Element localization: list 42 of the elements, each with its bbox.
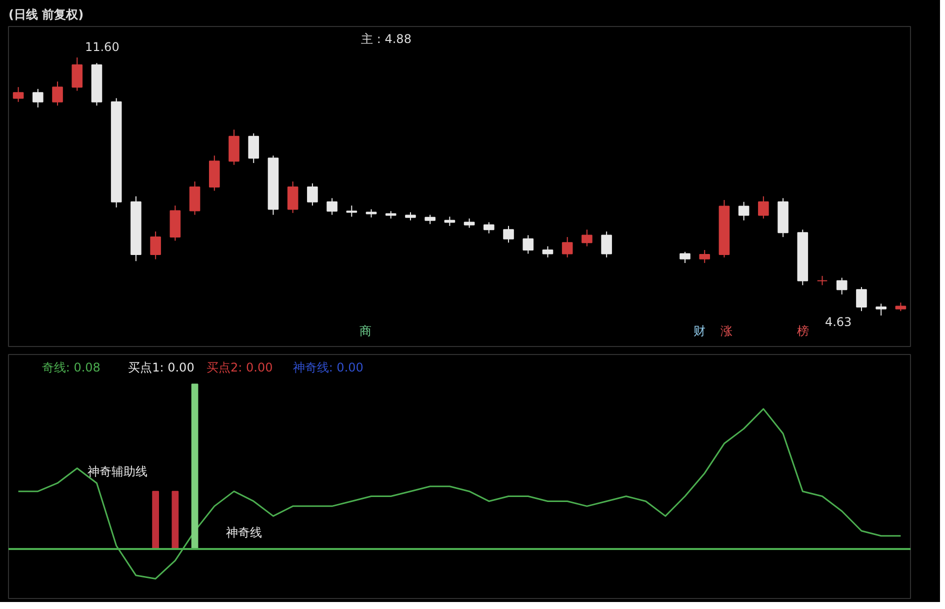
candlestick [522, 234, 534, 254]
chart-title: (日线 前复权) [8, 8, 84, 22]
annotation: 神奇辅助线 [88, 464, 148, 479]
candlestick [738, 201, 750, 221]
text: 主 : 4.88 [361, 32, 412, 46]
text: 买点2: 0.00 [206, 360, 273, 375]
text: 神奇线: 0.00 [292, 360, 364, 375]
candlestick [680, 251, 690, 264]
annotation: 神奇线 [226, 526, 262, 540]
candlestick [856, 286, 867, 312]
candlestick [189, 181, 200, 216]
candlestick [326, 198, 338, 216]
candlestick [503, 225, 514, 244]
candlestick [601, 230, 612, 258]
candlestick [464, 218, 475, 228]
candlestick [876, 303, 886, 316]
candlestick [150, 230, 161, 260]
text: 财 [693, 324, 706, 338]
text: 11.60 [84, 40, 120, 54]
candlestick [72, 56, 83, 92]
candlestick [32, 88, 44, 108]
candlestick [816, 275, 828, 286]
candlestick [699, 250, 710, 264]
candlestick [484, 222, 494, 234]
candlestick [287, 181, 298, 214]
candlestick [542, 246, 554, 258]
candlestick [562, 236, 573, 258]
candlestick [424, 214, 436, 225]
text: 奇线: 0.08 [42, 360, 100, 375]
text: 榜 [797, 324, 810, 338]
candlestick [346, 205, 358, 218]
candlestick [12, 86, 24, 102]
candlestick [836, 277, 848, 295]
annotation: 4.63 [824, 315, 852, 330]
text: 涨 [720, 324, 732, 338]
candlestick [52, 81, 63, 106]
candlestick [248, 132, 260, 164]
candlestick [307, 182, 318, 206]
text: 买点1: 0.00 [128, 360, 194, 375]
candlestick [758, 196, 769, 220]
text: 商 [360, 324, 372, 338]
candlestick [582, 229, 592, 247]
